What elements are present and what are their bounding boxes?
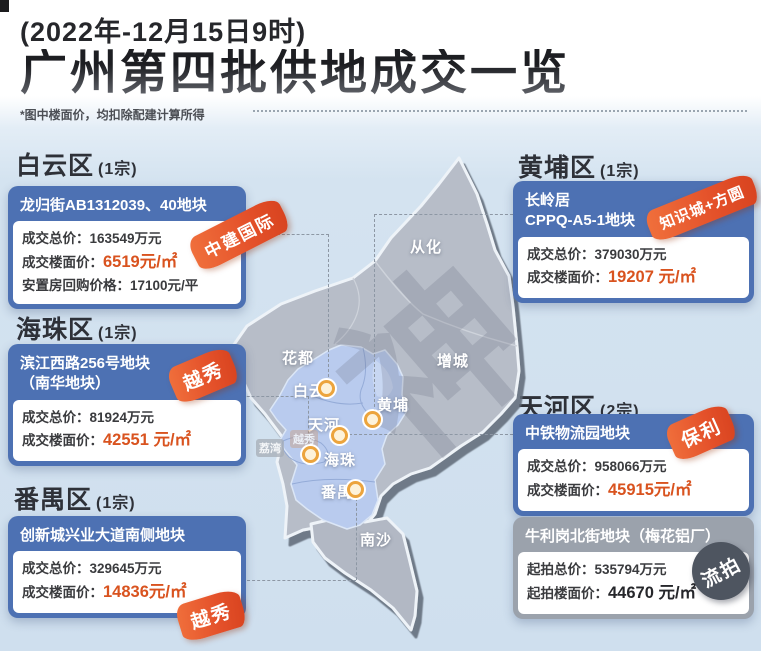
connector-panyu-v bbox=[356, 498, 357, 580]
card-tianhe-1: 中铁物流园地块 成交总价：958066万元 成交楼面价：45915元/㎡ bbox=[513, 414, 754, 516]
district-name: 白云区 bbox=[16, 152, 95, 180]
footnote: *图中楼面价，均扣除配建计算所得 bbox=[20, 107, 205, 122]
map-border-tianhe-baiyun bbox=[312, 395, 364, 405]
deal-row: 成交总价：958066万元 bbox=[527, 459, 667, 475]
section-heading-baiyun: 白云区 (1宗) bbox=[16, 146, 138, 182]
plot-count: (1宗) bbox=[98, 325, 138, 342]
plot-name: 龙归街AB1312039、40地块 bbox=[20, 197, 207, 214]
map-label-haizhu: 海珠 bbox=[324, 452, 357, 469]
connector-baiyun-h bbox=[277, 234, 329, 235]
map-border-baiyun-huangpu bbox=[359, 347, 372, 417]
connector-baiyun-v bbox=[328, 234, 329, 382]
map-label-huangpu: 黄埔 bbox=[377, 397, 410, 414]
corner-artifact bbox=[0, 0, 9, 12]
page-title: 广州第四批供地成交一览 bbox=[20, 48, 570, 100]
map-marker-tianhe bbox=[331, 427, 348, 444]
map-label-panyu: 番禺 bbox=[321, 484, 354, 501]
deal-row: 成交总价：329645万元 bbox=[22, 561, 162, 577]
plot-count: (1宗) bbox=[98, 161, 138, 178]
header-dotted-divider bbox=[253, 110, 747, 112]
connector-huangpu-v bbox=[374, 214, 375, 412]
map-label-yuexiu: 越秀 bbox=[290, 430, 318, 448]
header: (2022年-12月15日9时) 广州第四批供地成交一览 *图中楼面价，均扣除配… bbox=[20, 10, 570, 123]
connector-panyu-h bbox=[242, 580, 356, 581]
deal-row: 成交楼面价：42551 元/㎡ bbox=[22, 431, 192, 450]
connector-haizhu-h bbox=[237, 396, 308, 397]
deal-row: 起拍总价：535794万元 bbox=[527, 562, 667, 578]
district-name: 海珠区 bbox=[16, 316, 95, 344]
deal-row: 成交总价：379030万元 bbox=[527, 246, 667, 262]
district-name: 黄埔区 bbox=[518, 154, 597, 182]
deal-row: 成交楼面价：6519元/㎡ bbox=[22, 253, 178, 272]
map-border-conghua-zengcheng bbox=[374, 260, 518, 347]
deal-row: 成交楼面价：14836元/㎡ bbox=[22, 583, 187, 602]
date-line: (2022年-12月15日9时) bbox=[20, 17, 307, 47]
map-marker-panyu bbox=[347, 481, 364, 498]
map-label-conghua: 从化 bbox=[410, 239, 443, 256]
map-marker-huangpu bbox=[364, 411, 381, 428]
map-border-panyu-north bbox=[291, 478, 376, 485]
connector-huangpu-h bbox=[374, 214, 513, 215]
deal-row: 成交楼面价：45915元/㎡ bbox=[527, 481, 692, 500]
status-badge-liupai: 流拍 bbox=[692, 542, 750, 600]
card-huangpu: 长岭居 CPPQ-A5-1地块 成交总价：379030万元 成交楼面价：1920… bbox=[513, 181, 754, 303]
map-label-zengcheng: 增城 bbox=[437, 353, 470, 370]
connector-haizhu-v bbox=[308, 396, 309, 448]
map-nansha-shape bbox=[309, 516, 419, 632]
map-label-liwan: 荔湾 bbox=[256, 439, 284, 457]
deal-row: 成交总价：163549万元 bbox=[22, 231, 162, 247]
map-marker-baiyun bbox=[318, 380, 335, 397]
map-border-haizhu bbox=[281, 436, 329, 465]
section-heading-panyu: 番禺区 (1宗) bbox=[14, 480, 136, 516]
guangzhou-district-map bbox=[231, 156, 521, 632]
section-heading-haizhu: 海珠区 (1宗) bbox=[16, 310, 138, 346]
deal-row: 成交总价：81924万元 bbox=[22, 409, 155, 425]
plot-name: 创新城兴业大道南侧地块 bbox=[20, 527, 186, 544]
plot-count: (1宗) bbox=[600, 163, 640, 180]
map-highlight-patch bbox=[372, 360, 393, 398]
map-label-huadu: 花都 bbox=[282, 350, 315, 367]
deal-row: 安置房回购价格：17100元/平 bbox=[22, 277, 199, 293]
map-marker-haizhu bbox=[302, 446, 319, 463]
plot-name: 中铁物流园地块 bbox=[525, 425, 631, 442]
district-name: 番禺区 bbox=[14, 486, 93, 514]
plot-name: 滨江西路256号地块 （南华地块） bbox=[20, 355, 151, 393]
map-label-nansha: 南沙 bbox=[360, 532, 393, 549]
map-border-huadu-conghua bbox=[334, 277, 360, 345]
connector-tianhe-h bbox=[349, 434, 513, 435]
plot-name: 长岭居 CPPQ-A5-1地块 bbox=[525, 192, 636, 230]
map-label-baiyun: 白云 bbox=[293, 383, 326, 400]
section-heading-huangpu: 黄埔区 (1宗) bbox=[518, 148, 640, 184]
deal-row: 成交楼面价：19207 元/㎡ bbox=[527, 268, 697, 287]
map-label-tianhe: 天河 bbox=[308, 417, 341, 434]
status-badge-label: 流拍 bbox=[698, 553, 746, 592]
plot-count: (1宗) bbox=[96, 495, 136, 512]
deal-row: 起拍楼面价：44670 元/㎡ bbox=[527, 584, 697, 603]
plot-name: 牛利岗北街地块（梅花铝厂） bbox=[525, 528, 721, 545]
